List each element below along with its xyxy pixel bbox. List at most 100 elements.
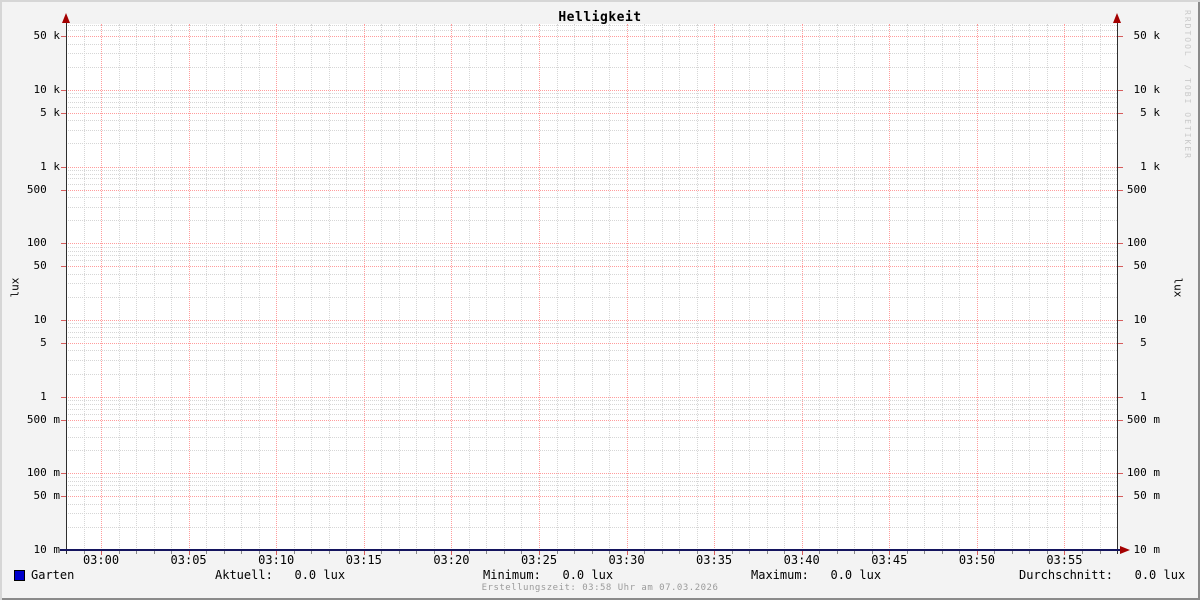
x-axis-label: 03:35 [696, 553, 733, 567]
x-minor-gridline [153, 24, 155, 550]
x-minor-tick [994, 551, 996, 554]
x-major-tick [363, 551, 365, 555]
x-minor-gridline [83, 24, 85, 550]
x-minor-tick [468, 551, 470, 554]
y-axis-label-right: 100 [1126, 236, 1160, 250]
x-major-gridline [101, 24, 102, 550]
y-axis-label-left: 100 [26, 236, 60, 250]
y-axis-label-left: 50 [33, 259, 60, 273]
x-axis-label: 03:20 [433, 553, 470, 567]
x-major-gridline [363, 24, 365, 550]
x-minor-tick [206, 551, 208, 554]
y-axis-left-arrow-icon [62, 13, 70, 23]
x-minor-tick [223, 551, 225, 554]
x-minor-tick [1029, 551, 1031, 554]
legend-color-swatch [14, 570, 25, 581]
y-major-gridline [66, 266, 1117, 268]
y-axis-label-right: 5 [1140, 336, 1160, 349]
y-axis-label-right: 500 [1126, 182, 1160, 196]
creation-time-note: Erstellungszeit: 03:58 Uhr am 07.03.2026 [481, 583, 719, 593]
x-minor-tick [1082, 551, 1083, 554]
y-axis-label-right: 10 k [1133, 82, 1161, 96]
y-axis-label-left: 5 [40, 336, 60, 349]
y-axis-label-right: 10 m [1133, 543, 1161, 556]
y-axis-label-right: 500 m [1126, 412, 1160, 426]
y-major-gridline [66, 89, 1117, 91]
x-minor-gridline [398, 24, 400, 550]
y-major-gridline [66, 189, 1117, 191]
x-minor-gridline [311, 24, 313, 550]
x-major-tick [801, 551, 803, 555]
x-minor-tick [118, 551, 120, 554]
x-major-gridline [801, 24, 803, 550]
y-major-tick-left [61, 396, 66, 398]
x-minor-gridline [1011, 24, 1013, 550]
x-minor-tick [136, 551, 138, 554]
y-major-gridline [66, 166, 1117, 168]
y-axis-label-left: 10 [33, 312, 60, 326]
x-minor-gridline [1099, 24, 1101, 550]
x-minor-gridline [433, 24, 435, 550]
x-minor-tick [1046, 551, 1048, 554]
x-minor-tick [258, 551, 260, 554]
legend-series-label: Garten [31, 568, 75, 582]
x-minor-tick [293, 551, 295, 554]
y-major-tick-right [1118, 112, 1123, 114]
x-axis-arrow-icon [1120, 546, 1130, 554]
y-axis-label-left: 500 m [26, 412, 60, 426]
x-axis-label: 03:40 [783, 553, 820, 567]
y-axis-label-left: 10 m [33, 543, 61, 556]
x-minor-tick [556, 551, 558, 554]
x-minor-gridline [293, 24, 295, 550]
x-minor-gridline [241, 24, 243, 550]
x-minor-gridline [486, 24, 488, 550]
x-minor-tick [871, 551, 873, 554]
y-axis-label-right: 5 k [1140, 105, 1160, 119]
x-axis-label: 03:10 [258, 553, 295, 567]
x-major-gridline [714, 24, 716, 550]
y-axis-label-right: 100 m [1126, 466, 1160, 480]
x-minor-tick [906, 551, 908, 554]
x-major-tick [889, 551, 891, 555]
x-minor-tick [749, 551, 751, 554]
x-minor-tick [486, 551, 488, 554]
x-minor-gridline [328, 24, 330, 550]
y-major-tick-left [61, 343, 66, 344]
x-minor-tick [609, 551, 610, 554]
x-minor-gridline [223, 24, 225, 550]
y-axis-label-right: 10 [1133, 312, 1160, 326]
x-major-tick [976, 551, 978, 555]
x-minor-tick [241, 551, 243, 554]
legend-stat-maximum: Maximum: 0.0 lux [751, 568, 882, 582]
y-major-tick-left [61, 419, 66, 421]
y-axis-right-line [1117, 17, 1118, 554]
y-axis-unit-right: lux [1171, 277, 1185, 298]
y-axis-label-left: 100 m [26, 466, 60, 480]
x-minor-gridline [258, 24, 260, 550]
y-major-gridline [66, 112, 1117, 114]
y-major-gridline [66, 343, 1117, 344]
x-major-gridline [1064, 24, 1066, 550]
x-minor-gridline [784, 24, 786, 550]
y-major-tick-right [1118, 166, 1123, 168]
y-major-tick-right [1118, 36, 1123, 38]
x-minor-gridline [644, 24, 645, 550]
x-minor-gridline [574, 24, 575, 550]
x-major-tick [626, 551, 628, 555]
x-minor-tick [819, 551, 821, 554]
y-axis-label-right: 50 [1133, 259, 1160, 273]
chart-title: Helligkeit [558, 10, 642, 25]
y-major-tick-left [61, 189, 66, 191]
x-minor-gridline [679, 24, 681, 550]
y-major-tick-left [61, 112, 66, 114]
y-major-tick-left [61, 36, 66, 38]
y-major-tick-left [61, 496, 66, 498]
x-axis-label: 03:25 [520, 553, 558, 567]
x-minor-gridline [661, 24, 663, 550]
x-minor-tick [171, 551, 173, 554]
x-minor-gridline [819, 24, 821, 550]
x-major-gridline [976, 24, 978, 550]
y-axis-label-left: 1 k [40, 159, 60, 173]
x-minor-tick [679, 551, 681, 554]
x-minor-gridline [468, 24, 470, 550]
